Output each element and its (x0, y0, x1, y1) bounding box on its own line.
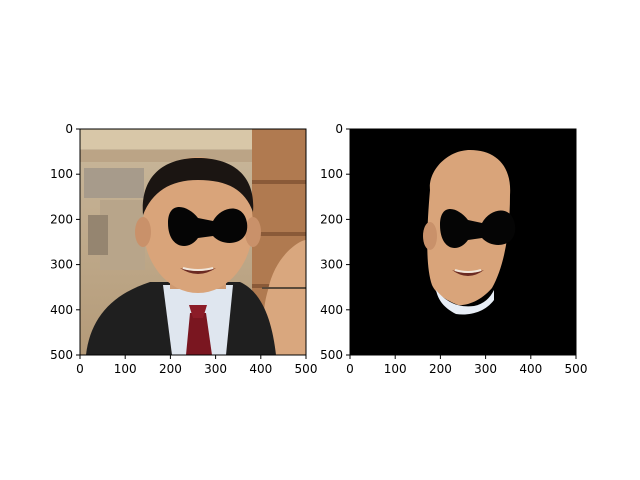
left-axes-frame (79, 128, 307, 356)
right-y-tick-label: 200 (320, 212, 343, 226)
left-x-tick-label: 100 (114, 362, 137, 376)
left-x-tick-label: 0 (76, 362, 84, 376)
left-x-tick-label: 300 (204, 362, 227, 376)
left-y-tick-label: 500 (50, 348, 73, 362)
right-y-tick-label: 300 (320, 258, 343, 272)
left-y-tick-label: 100 (50, 167, 73, 181)
right-y-tick-label: 0 (335, 122, 343, 136)
left-x-axis: 0 100 200 300 400 500 (76, 355, 317, 376)
right-x-tick-label: 200 (429, 362, 452, 376)
photo-segmented (350, 129, 576, 355)
left-image-panel: 0 100 200 300 400 500 0 100 200 300 400 500 (50, 122, 317, 376)
right-y-tick-label: 500 (320, 348, 343, 362)
left-y-axis: 0 100 200 300 400 500 (50, 122, 80, 362)
photo-original (80, 129, 306, 355)
right-axes-frame (349, 128, 577, 356)
right-x-tick-label: 500 (565, 362, 588, 376)
left-x-tick-label: 400 (249, 362, 272, 376)
left-y-tick-label: 200 (50, 212, 73, 226)
right-image-panel: 0 100 200 300 400 500 0 100 200 300 400 500 (320, 122, 587, 376)
left-x-tick-label: 200 (159, 362, 182, 376)
right-y-axis: 0 100 200 300 400 500 (320, 122, 350, 362)
right-y-tick-label: 100 (320, 167, 343, 181)
left-y-tick-label: 400 (50, 303, 73, 317)
left-x-tick-label: 500 (295, 362, 318, 376)
left-y-tick-label: 300 (50, 258, 73, 272)
right-y-tick-label: 400 (320, 303, 343, 317)
right-x-axis: 0 100 200 300 400 500 (346, 355, 587, 376)
right-x-tick-label: 300 (474, 362, 497, 376)
left-y-tick-label: 0 (65, 122, 73, 136)
right-x-tick-label: 100 (384, 362, 407, 376)
right-x-tick-label: 0 (346, 362, 354, 376)
right-x-tick-label: 400 (519, 362, 542, 376)
